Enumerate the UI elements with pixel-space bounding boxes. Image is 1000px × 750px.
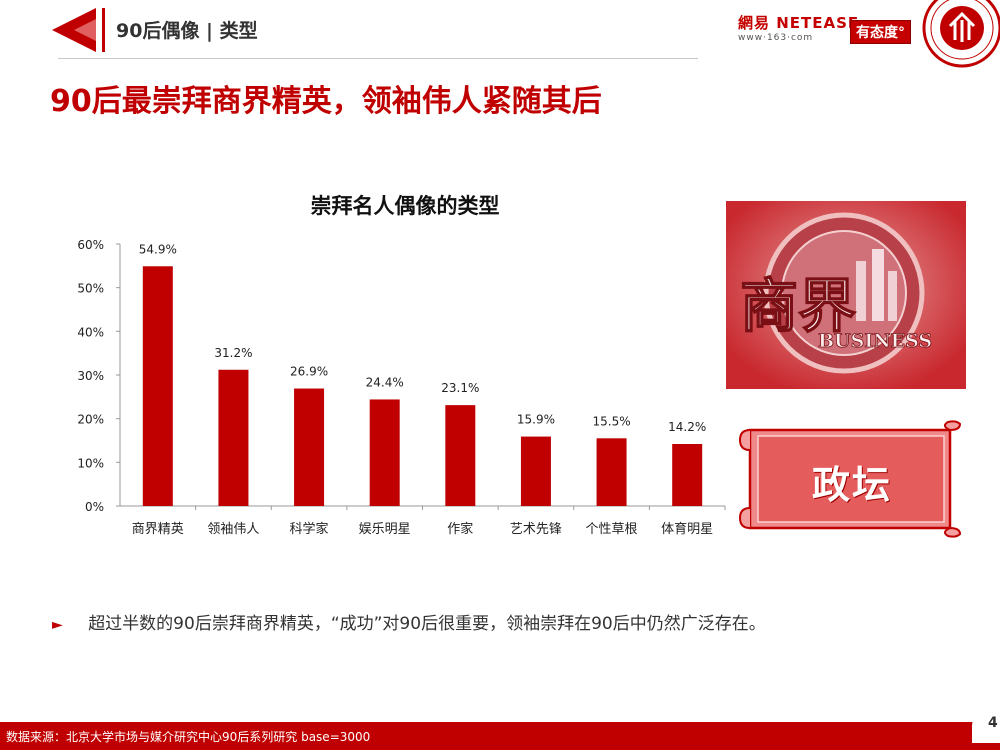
bar: [218, 369, 249, 506]
x-category-label: 个性草根: [586, 522, 638, 537]
y-tick-label: 60%: [77, 238, 104, 252]
y-tick-label: 40%: [77, 325, 104, 339]
bullet-arrow-icon: ►: [52, 617, 63, 633]
bar-value-label: 23.1%: [441, 381, 479, 395]
bar-chart: 0% 10% 20% 30% 40% 50% 60% 54.9% 商界精英 31.2% 领袖伟人 26…: [77, 238, 726, 537]
bar: [672, 443, 703, 506]
bar-value-label: 24.4%: [366, 375, 404, 389]
bar-value-label: 15.5%: [593, 414, 631, 428]
x-category-label: 体育明星: [661, 521, 713, 537]
main-title: 90后最崇拜商界精英，领袖伟人紧随其后: [50, 84, 602, 119]
pku-seal-logo: [922, 0, 1000, 68]
bullet-item: ► 超过半数的90后崇拜商界精英，“成功”对90后很重要，领袖崇拜在90后中仍然…: [52, 609, 766, 634]
x-category-label: 作家: [447, 521, 473, 537]
x-category-label: 娱乐明星: [359, 522, 411, 537]
x-category-label: 领袖伟人: [207, 522, 259, 537]
x-category-label: 艺术先锋: [510, 522, 562, 537]
bar: [445, 405, 476, 506]
y-tick-label: 0%: [85, 500, 104, 514]
bar: [596, 438, 627, 506]
business-en-text: BUSINESS: [818, 330, 932, 352]
bar: [369, 399, 400, 506]
business-image: 商界 BUSINESS: [726, 201, 966, 389]
y-tick-label: 30%: [77, 369, 104, 383]
bar: [294, 388, 325, 506]
page-number: 4: [988, 715, 998, 731]
bar: [142, 266, 173, 506]
footer-bar: 数据来源：北京大学市场与媒介研究中心90后系列研究 base=3000: [0, 722, 1000, 750]
netease-logo: 網易 NETEASE www·163·com: [738, 12, 860, 43]
business-cn-text: 商界: [740, 272, 856, 340]
y-tick-label: 50%: [77, 282, 104, 296]
netease-logo-text: 網易 NETEASE: [738, 14, 860, 32]
partner-badge: 有态度°: [850, 20, 911, 44]
data-source: 数据来源：北京大学市场与媒介研究中心90后系列研究 base=3000: [6, 730, 371, 744]
scroll-banner: [738, 420, 961, 538]
y-tick-label: 10%: [77, 456, 104, 470]
page-number-tab: [972, 709, 1000, 743]
header-triangle-logo: [52, 8, 105, 52]
x-category-label: 科学家: [290, 521, 329, 537]
netease-url: www·163·com: [738, 33, 814, 43]
bar-value-label: 26.9%: [290, 365, 328, 379]
section-title: 90后偶像 | 类型: [116, 20, 258, 42]
x-category-label: 商界精英: [132, 522, 184, 537]
bar-value-label: 54.9%: [139, 242, 177, 256]
bar-value-label: 14.2%: [668, 420, 706, 434]
y-tick-label: 20%: [77, 413, 104, 427]
scroll-label: 政坛: [811, 463, 892, 507]
chart-title: 崇拜名人偶像的类型: [310, 194, 500, 218]
header-divider: [58, 58, 698, 59]
bar-value-label: 31.2%: [214, 346, 252, 360]
bar-value-label: 15.9%: [517, 413, 555, 427]
bullet-text: 超过半数的90后崇拜商界精英，“成功”对90后很重要，领袖崇拜在90后中仍然广泛…: [88, 614, 766, 634]
bar: [520, 436, 551, 506]
